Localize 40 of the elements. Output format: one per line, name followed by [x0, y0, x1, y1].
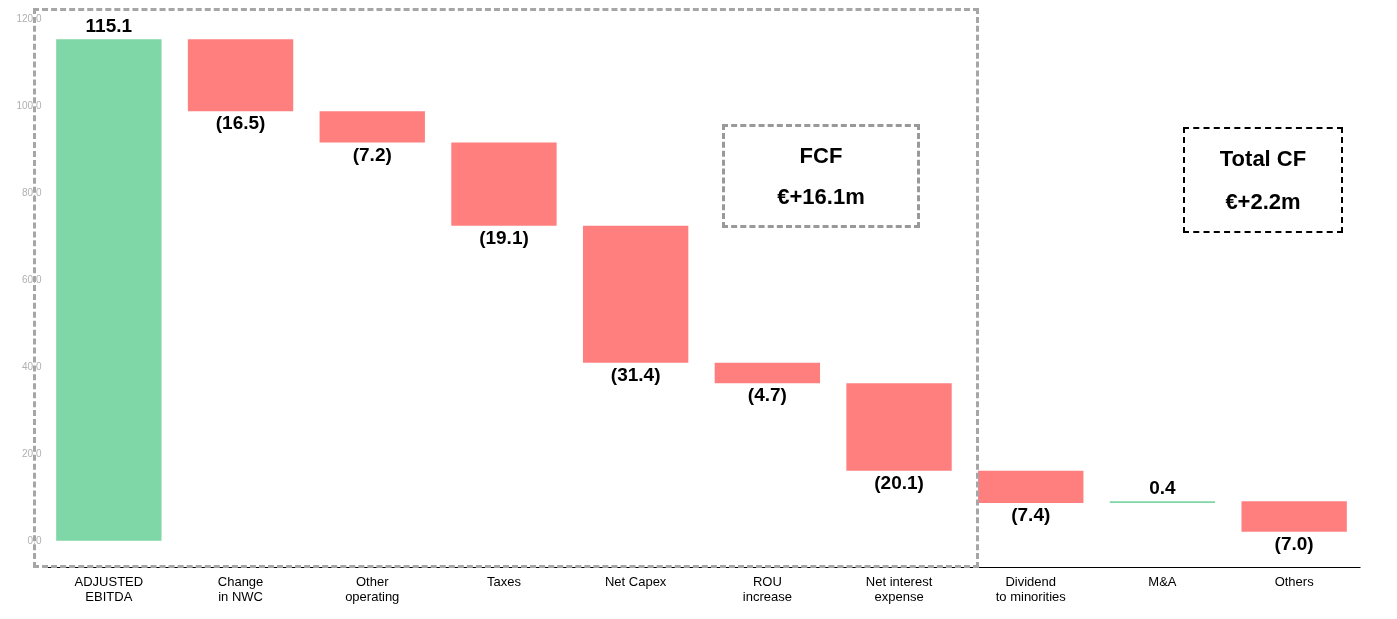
bar	[1241, 501, 1347, 532]
data-label: (19.1)	[479, 226, 529, 248]
x-tick-label: Other operating	[345, 573, 400, 604]
x-tick-label: Net interest expense	[865, 573, 933, 604]
data-label: (7.4)	[1011, 503, 1051, 525]
y-tick-label: 100.0	[16, 99, 42, 111]
data-label: (7.2)	[352, 143, 392, 165]
bar	[846, 383, 952, 471]
bar	[714, 362, 821, 384]
x-tick-label: Taxes	[486, 573, 522, 589]
y-tick-label: 120.0	[16, 12, 42, 24]
annotation: FCF	[799, 142, 843, 169]
x-tick-label: Net Capex	[604, 573, 667, 589]
data-label: 0.4	[1149, 477, 1177, 499]
bar	[319, 111, 425, 143]
data-label: (4.7)	[747, 384, 787, 406]
x-tick-label: Change in NWC	[217, 573, 264, 604]
x-tick-label: M&A	[1148, 573, 1177, 589]
bar	[56, 39, 162, 541]
x-tick-label: Others	[1274, 573, 1315, 589]
y-tick-label: 80.0	[22, 186, 42, 198]
annotation: €+16.1m	[777, 183, 865, 210]
data-label: 115.1	[85, 15, 133, 37]
annotation: €+2.2m	[1225, 188, 1301, 215]
x-tick-label: ROU increase	[742, 573, 792, 604]
bar	[978, 470, 1084, 503]
y-tick-label: 60.0	[22, 273, 42, 285]
annotation: Total CF	[1219, 145, 1307, 172]
y-tick-label: 40.0	[22, 361, 42, 373]
y-tick-label: 0.0	[27, 535, 42, 547]
data-label: (31.4)	[610, 363, 661, 385]
data-label: (20.1)	[874, 471, 924, 493]
bar	[451, 142, 557, 226]
y-tick-label: 20.0	[22, 448, 42, 460]
data-label: (7.0)	[1274, 532, 1314, 554]
x-tick-label: ADJUSTED EBITDA	[74, 573, 144, 604]
bar	[582, 225, 689, 363]
data-label: (16.5)	[215, 112, 266, 134]
x-tick-label: Dividend to minorities	[995, 573, 1067, 604]
bar	[187, 39, 294, 112]
